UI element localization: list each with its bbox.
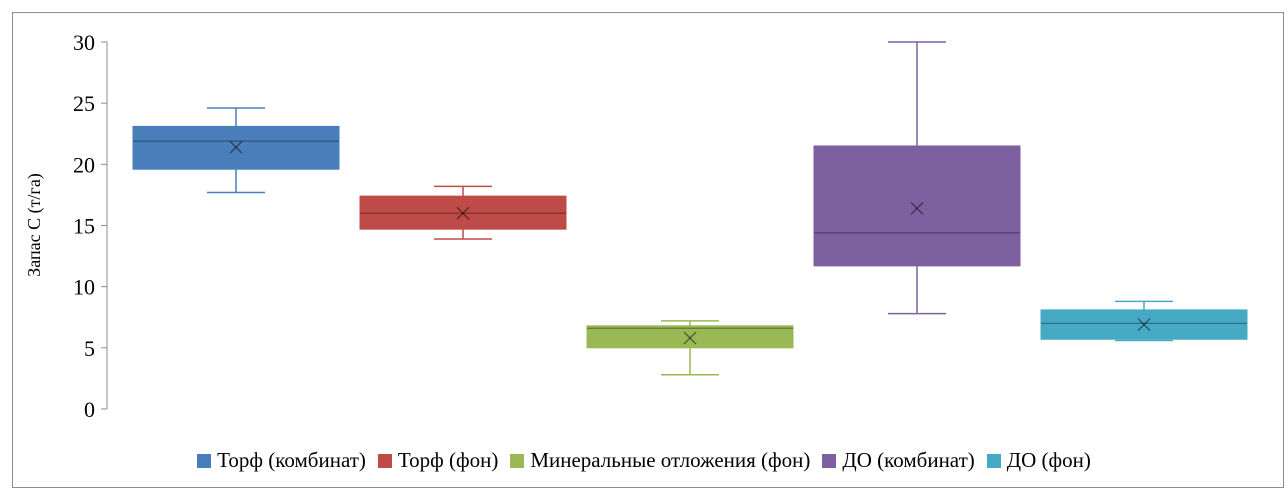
legend-label: Торф (комбинат)	[217, 448, 366, 472]
mean-marker	[229, 140, 243, 154]
mean-marker	[683, 331, 697, 345]
mean-marker	[683, 331, 697, 345]
y-tick-label: 0	[84, 397, 95, 422]
legend-swatch	[822, 453, 837, 468]
legend-swatch	[510, 453, 525, 468]
legend-swatch	[377, 453, 392, 468]
legend-swatch	[986, 453, 1001, 468]
boxplot-chart: Запас С (т/га) 0 5 10 15 20 25 30	[24, 30, 1248, 422]
box-iqr	[132, 125, 340, 170]
box-iqr	[813, 145, 1021, 267]
y-tick-label: 25	[73, 91, 95, 116]
y-axis-title: Запас С (т/га)	[24, 173, 45, 277]
mean-marker	[456, 206, 470, 220]
legend-label: Торф (фон)	[397, 448, 499, 472]
y-tick-label: 30	[73, 30, 95, 55]
box-iqr	[1040, 309, 1248, 340]
y-tick-label: 15	[73, 214, 95, 239]
legend-item: ДО (комбинат)	[822, 448, 975, 473]
legend-label: ДО (фон)	[1006, 448, 1091, 472]
y-tick-label: 5	[84, 336, 95, 361]
mean-marker	[1137, 318, 1151, 332]
legend-item: Минеральные отложения (фон)	[510, 448, 810, 473]
mean-marker	[456, 206, 470, 220]
boxes	[132, 41, 1248, 376]
box-3	[586, 320, 794, 376]
box-iqr	[586, 325, 794, 349]
box-5	[1040, 300, 1248, 342]
legend-swatch	[197, 453, 212, 468]
legend-item: Торф (фон)	[377, 448, 499, 473]
legend-item: Торф (комбинат)	[197, 448, 366, 473]
y-tick-label: 10	[73, 275, 95, 300]
box-iqr	[359, 195, 567, 230]
box-4	[813, 41, 1021, 315]
mean-marker	[910, 201, 924, 215]
legend-label: Минеральные отложения (фон)	[530, 448, 811, 472]
mean-marker	[910, 201, 924, 215]
y-tick-label: 20	[73, 152, 95, 177]
y-axis: 0 5 10 15 20 25 30	[73, 30, 108, 422]
box-2	[359, 185, 567, 240]
chart-frame	[12, 12, 1284, 488]
legend-label: ДО (комбинат)	[842, 448, 975, 472]
box-1	[132, 107, 340, 194]
legend-item: ДО (фон)	[986, 448, 1091, 473]
legend: Торф (комбинат) Торф (фон) Минеральные отл…	[0, 448, 1288, 473]
mean-marker	[1137, 318, 1151, 332]
mean-marker	[229, 140, 243, 154]
